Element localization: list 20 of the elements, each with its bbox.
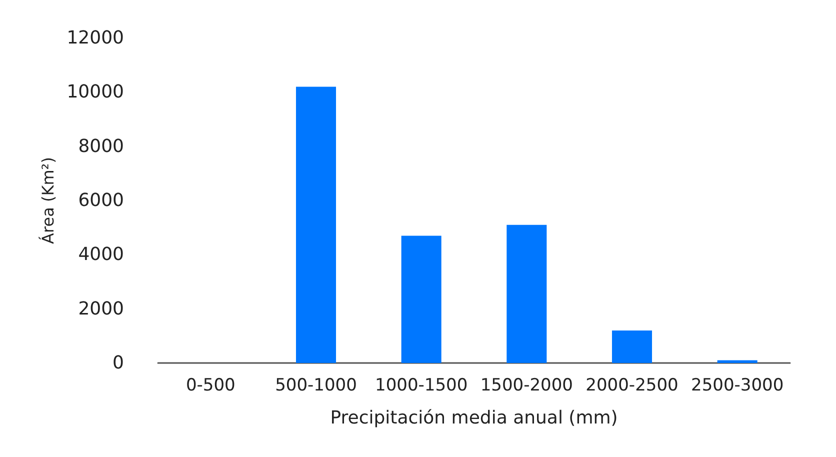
x-tick-label: 2000-2500 [586, 376, 678, 396]
y-axis-title: Área (Km²) [38, 157, 58, 244]
bar [612, 330, 652, 363]
x-tick-label: 2500-3000 [690, 376, 784, 396]
bar [401, 236, 442, 363]
bar [506, 224, 547, 363]
x-axis-title: Precipitación media anual (mm) [330, 408, 618, 428]
y-tick-label: 2000 [78, 298, 124, 320]
bar [296, 86, 336, 363]
y-tick-label: 12000 [66, 28, 124, 48]
y-tick-label: 0 [112, 352, 124, 374]
x-tick-label: 1500-2000 [480, 376, 574, 396]
x-tick-label: 1000-1500 [374, 376, 468, 396]
x-tick-label: 500-1000 [275, 376, 357, 396]
y-tick-label: 8000 [78, 136, 124, 157]
y-tick-label: 4000 [78, 244, 124, 266]
y-tick-label: 10000 [66, 82, 124, 103]
y-tick-label: 6000 [78, 190, 124, 211]
bar [717, 360, 758, 363]
x-tick-label: 0-500 [186, 376, 236, 396]
